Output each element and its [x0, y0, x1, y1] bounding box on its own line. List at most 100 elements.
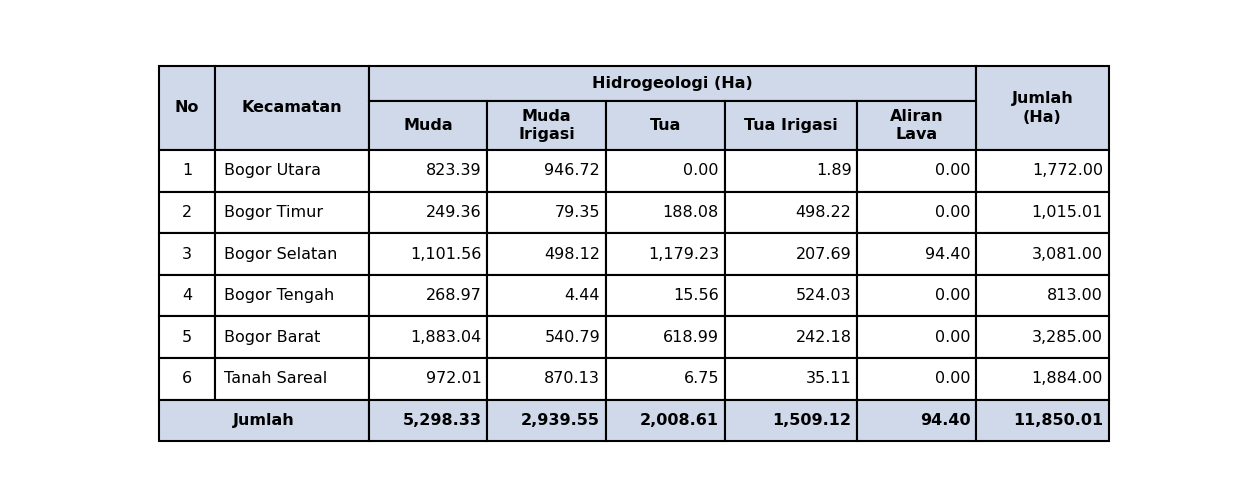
Bar: [858, 400, 976, 441]
Text: Jumlah: Jumlah: [233, 413, 295, 428]
Bar: [159, 275, 215, 317]
Bar: [858, 233, 976, 275]
Text: Bogor Utara: Bogor Utara: [223, 163, 321, 178]
Bar: [976, 358, 1108, 400]
Bar: [976, 275, 1108, 317]
Text: 5,298.33: 5,298.33: [402, 413, 481, 428]
Text: No: No: [175, 100, 199, 116]
Text: 1.89: 1.89: [816, 163, 851, 178]
Bar: [858, 192, 976, 233]
Bar: [369, 66, 976, 101]
Text: 0.00: 0.00: [935, 163, 970, 178]
Text: 1: 1: [181, 163, 193, 178]
Bar: [724, 358, 858, 400]
Text: 6.75: 6.75: [684, 372, 719, 386]
Bar: [369, 150, 487, 192]
Bar: [487, 150, 606, 192]
Text: 3: 3: [181, 247, 193, 261]
Text: 5: 5: [181, 330, 193, 345]
Text: 0.00: 0.00: [935, 330, 970, 345]
Bar: [724, 275, 858, 317]
Bar: [215, 150, 369, 192]
Bar: [606, 233, 724, 275]
Bar: [159, 233, 215, 275]
Text: 15.56: 15.56: [674, 288, 719, 303]
Bar: [215, 275, 369, 317]
Text: Bogor Selatan: Bogor Selatan: [223, 247, 337, 261]
Bar: [487, 233, 606, 275]
Bar: [487, 101, 606, 150]
Text: 1,883.04: 1,883.04: [410, 330, 481, 345]
Bar: [369, 317, 487, 358]
Text: 242.18: 242.18: [796, 330, 851, 345]
Text: Bogor Timur: Bogor Timur: [223, 205, 322, 220]
Text: Bogor Tengah: Bogor Tengah: [223, 288, 333, 303]
Bar: [606, 101, 724, 150]
Bar: [858, 358, 976, 400]
Text: 1,179.23: 1,179.23: [648, 247, 719, 261]
Text: Tua Irigasi: Tua Irigasi: [744, 118, 838, 133]
Bar: [976, 192, 1108, 233]
Text: 188.08: 188.08: [663, 205, 719, 220]
Text: 813.00: 813.00: [1048, 288, 1103, 303]
Bar: [858, 150, 976, 192]
Bar: [606, 317, 724, 358]
Text: 94.40: 94.40: [924, 247, 970, 261]
Bar: [724, 150, 858, 192]
Bar: [976, 150, 1108, 192]
Text: Bogor Barat: Bogor Barat: [223, 330, 320, 345]
Text: 540.79: 540.79: [544, 330, 600, 345]
Bar: [606, 275, 724, 317]
Bar: [858, 275, 976, 317]
Text: Tua: Tua: [649, 118, 681, 133]
Text: 268.97: 268.97: [426, 288, 481, 303]
Bar: [976, 317, 1108, 358]
Bar: [858, 317, 976, 358]
Bar: [976, 66, 1108, 150]
Bar: [159, 358, 215, 400]
Text: Tanah Sareal: Tanah Sareal: [223, 372, 327, 386]
Text: Jumlah
(Ha): Jumlah (Ha): [1012, 91, 1074, 124]
Bar: [369, 192, 487, 233]
Text: Hidrogeologi (Ha): Hidrogeologi (Ha): [592, 76, 753, 91]
Text: 972.01: 972.01: [426, 372, 481, 386]
Text: 2,008.61: 2,008.61: [640, 413, 719, 428]
Text: 870.13: 870.13: [544, 372, 600, 386]
Bar: [976, 233, 1108, 275]
Text: Muda: Muda: [404, 118, 453, 133]
Bar: [159, 400, 369, 441]
Bar: [369, 358, 487, 400]
Bar: [724, 101, 858, 150]
Text: 524.03: 524.03: [796, 288, 851, 303]
Bar: [858, 101, 976, 150]
Text: 0.00: 0.00: [935, 372, 970, 386]
Text: 1,884.00: 1,884.00: [1032, 372, 1103, 386]
Text: Aliran
Lava: Aliran Lava: [890, 109, 944, 142]
Bar: [487, 192, 606, 233]
Bar: [724, 233, 858, 275]
Bar: [487, 400, 606, 441]
Text: 618.99: 618.99: [663, 330, 719, 345]
Text: 94.40: 94.40: [919, 413, 970, 428]
Text: 2,939.55: 2,939.55: [521, 413, 600, 428]
Text: 0.00: 0.00: [935, 205, 970, 220]
Bar: [369, 101, 487, 150]
Bar: [976, 400, 1108, 441]
Text: 946.72: 946.72: [544, 163, 600, 178]
Text: 4: 4: [181, 288, 193, 303]
Bar: [215, 192, 369, 233]
Bar: [369, 400, 487, 441]
Text: 1,101.56: 1,101.56: [410, 247, 481, 261]
Bar: [724, 317, 858, 358]
Bar: [215, 66, 369, 150]
Bar: [606, 358, 724, 400]
Bar: [487, 358, 606, 400]
Text: 2: 2: [181, 205, 193, 220]
Text: 498.12: 498.12: [544, 247, 600, 261]
Text: 1,509.12: 1,509.12: [772, 413, 851, 428]
Text: 4.44: 4.44: [565, 288, 600, 303]
Text: 0.00: 0.00: [935, 288, 970, 303]
Bar: [369, 275, 487, 317]
Bar: [487, 275, 606, 317]
Bar: [159, 66, 215, 150]
